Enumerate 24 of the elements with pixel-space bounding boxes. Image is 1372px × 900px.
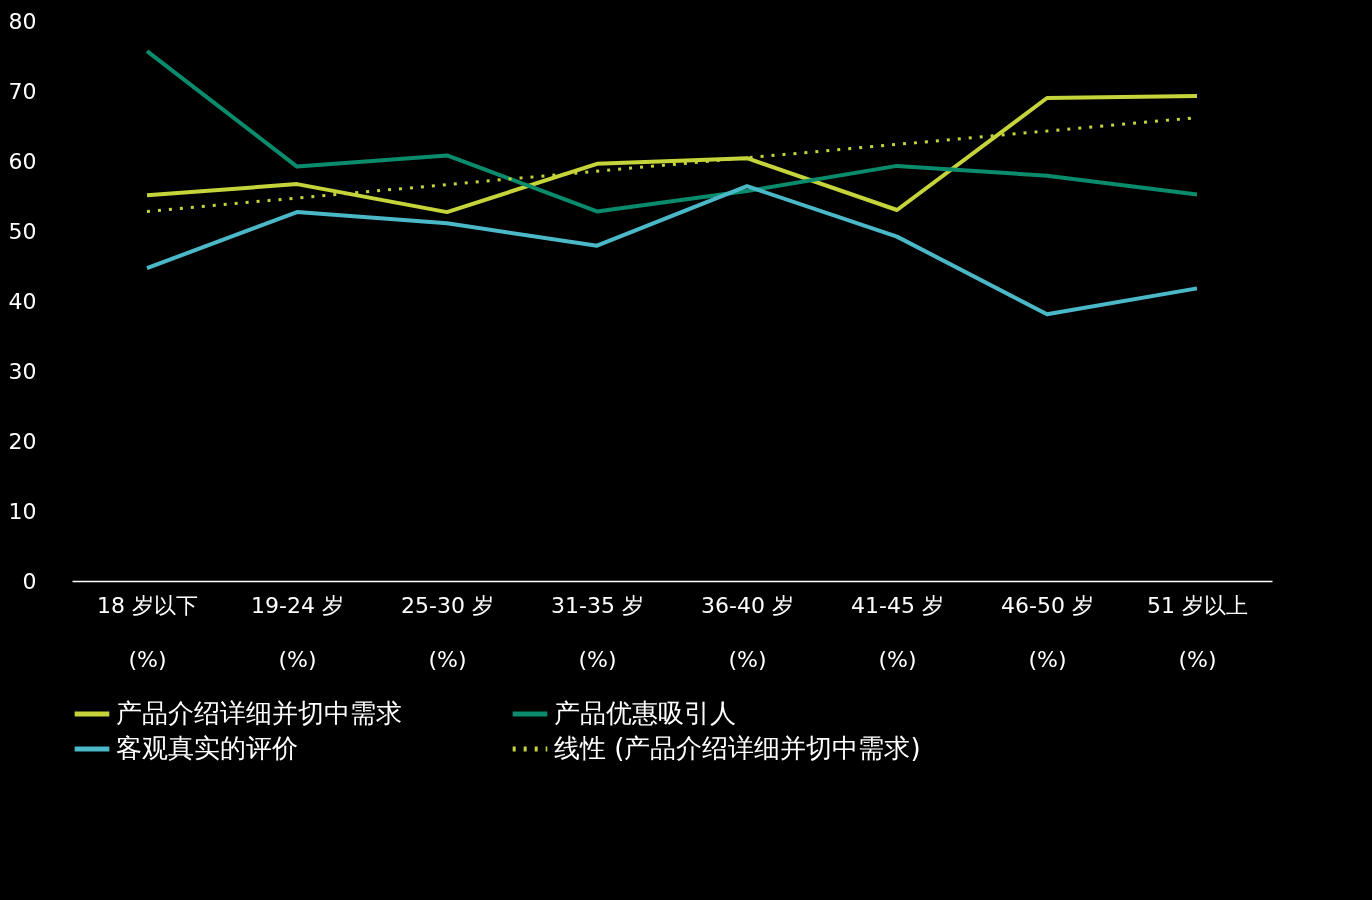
y-tick-label: 70	[8, 78, 37, 104]
y-tick-label: 50	[8, 218, 37, 244]
y-tick-label: 0	[22, 568, 37, 594]
y-tick-label: 40	[8, 288, 37, 314]
category-label: 46-50 岁 (%)	[1001, 592, 1094, 672]
line-series	[145, 49, 1199, 214]
category-label: 51 岁以上 (%)	[1147, 592, 1248, 672]
y-tick-label: 80	[8, 8, 37, 34]
y-tick-label: 60	[8, 148, 37, 174]
category-label: 36-40 岁 (%)	[701, 592, 794, 672]
legend-label: 产品介绍详细并切中需求	[116, 698, 402, 728]
y-tick-label: 30	[8, 358, 37, 384]
line-series	[145, 184, 1199, 317]
legend-label: 产品优惠吸引人	[554, 698, 736, 728]
category-label: 18 岁以下 (%)	[97, 592, 198, 672]
category-label: 19-24 岁 (%)	[251, 592, 344, 672]
category-label: 25-30 岁 (%)	[401, 592, 494, 672]
line-series	[145, 93, 1199, 215]
y-tick-label: 20	[8, 428, 37, 454]
y-tick-label: 10	[8, 498, 37, 524]
legend-label: 客观真实的评价	[116, 733, 298, 763]
category-label: 31-35 岁 (%)	[551, 592, 644, 672]
category-label: 41-45 岁 (%)	[851, 592, 944, 672]
legend-label: 线性 (产品介绍详细并切中需求)	[554, 733, 921, 763]
